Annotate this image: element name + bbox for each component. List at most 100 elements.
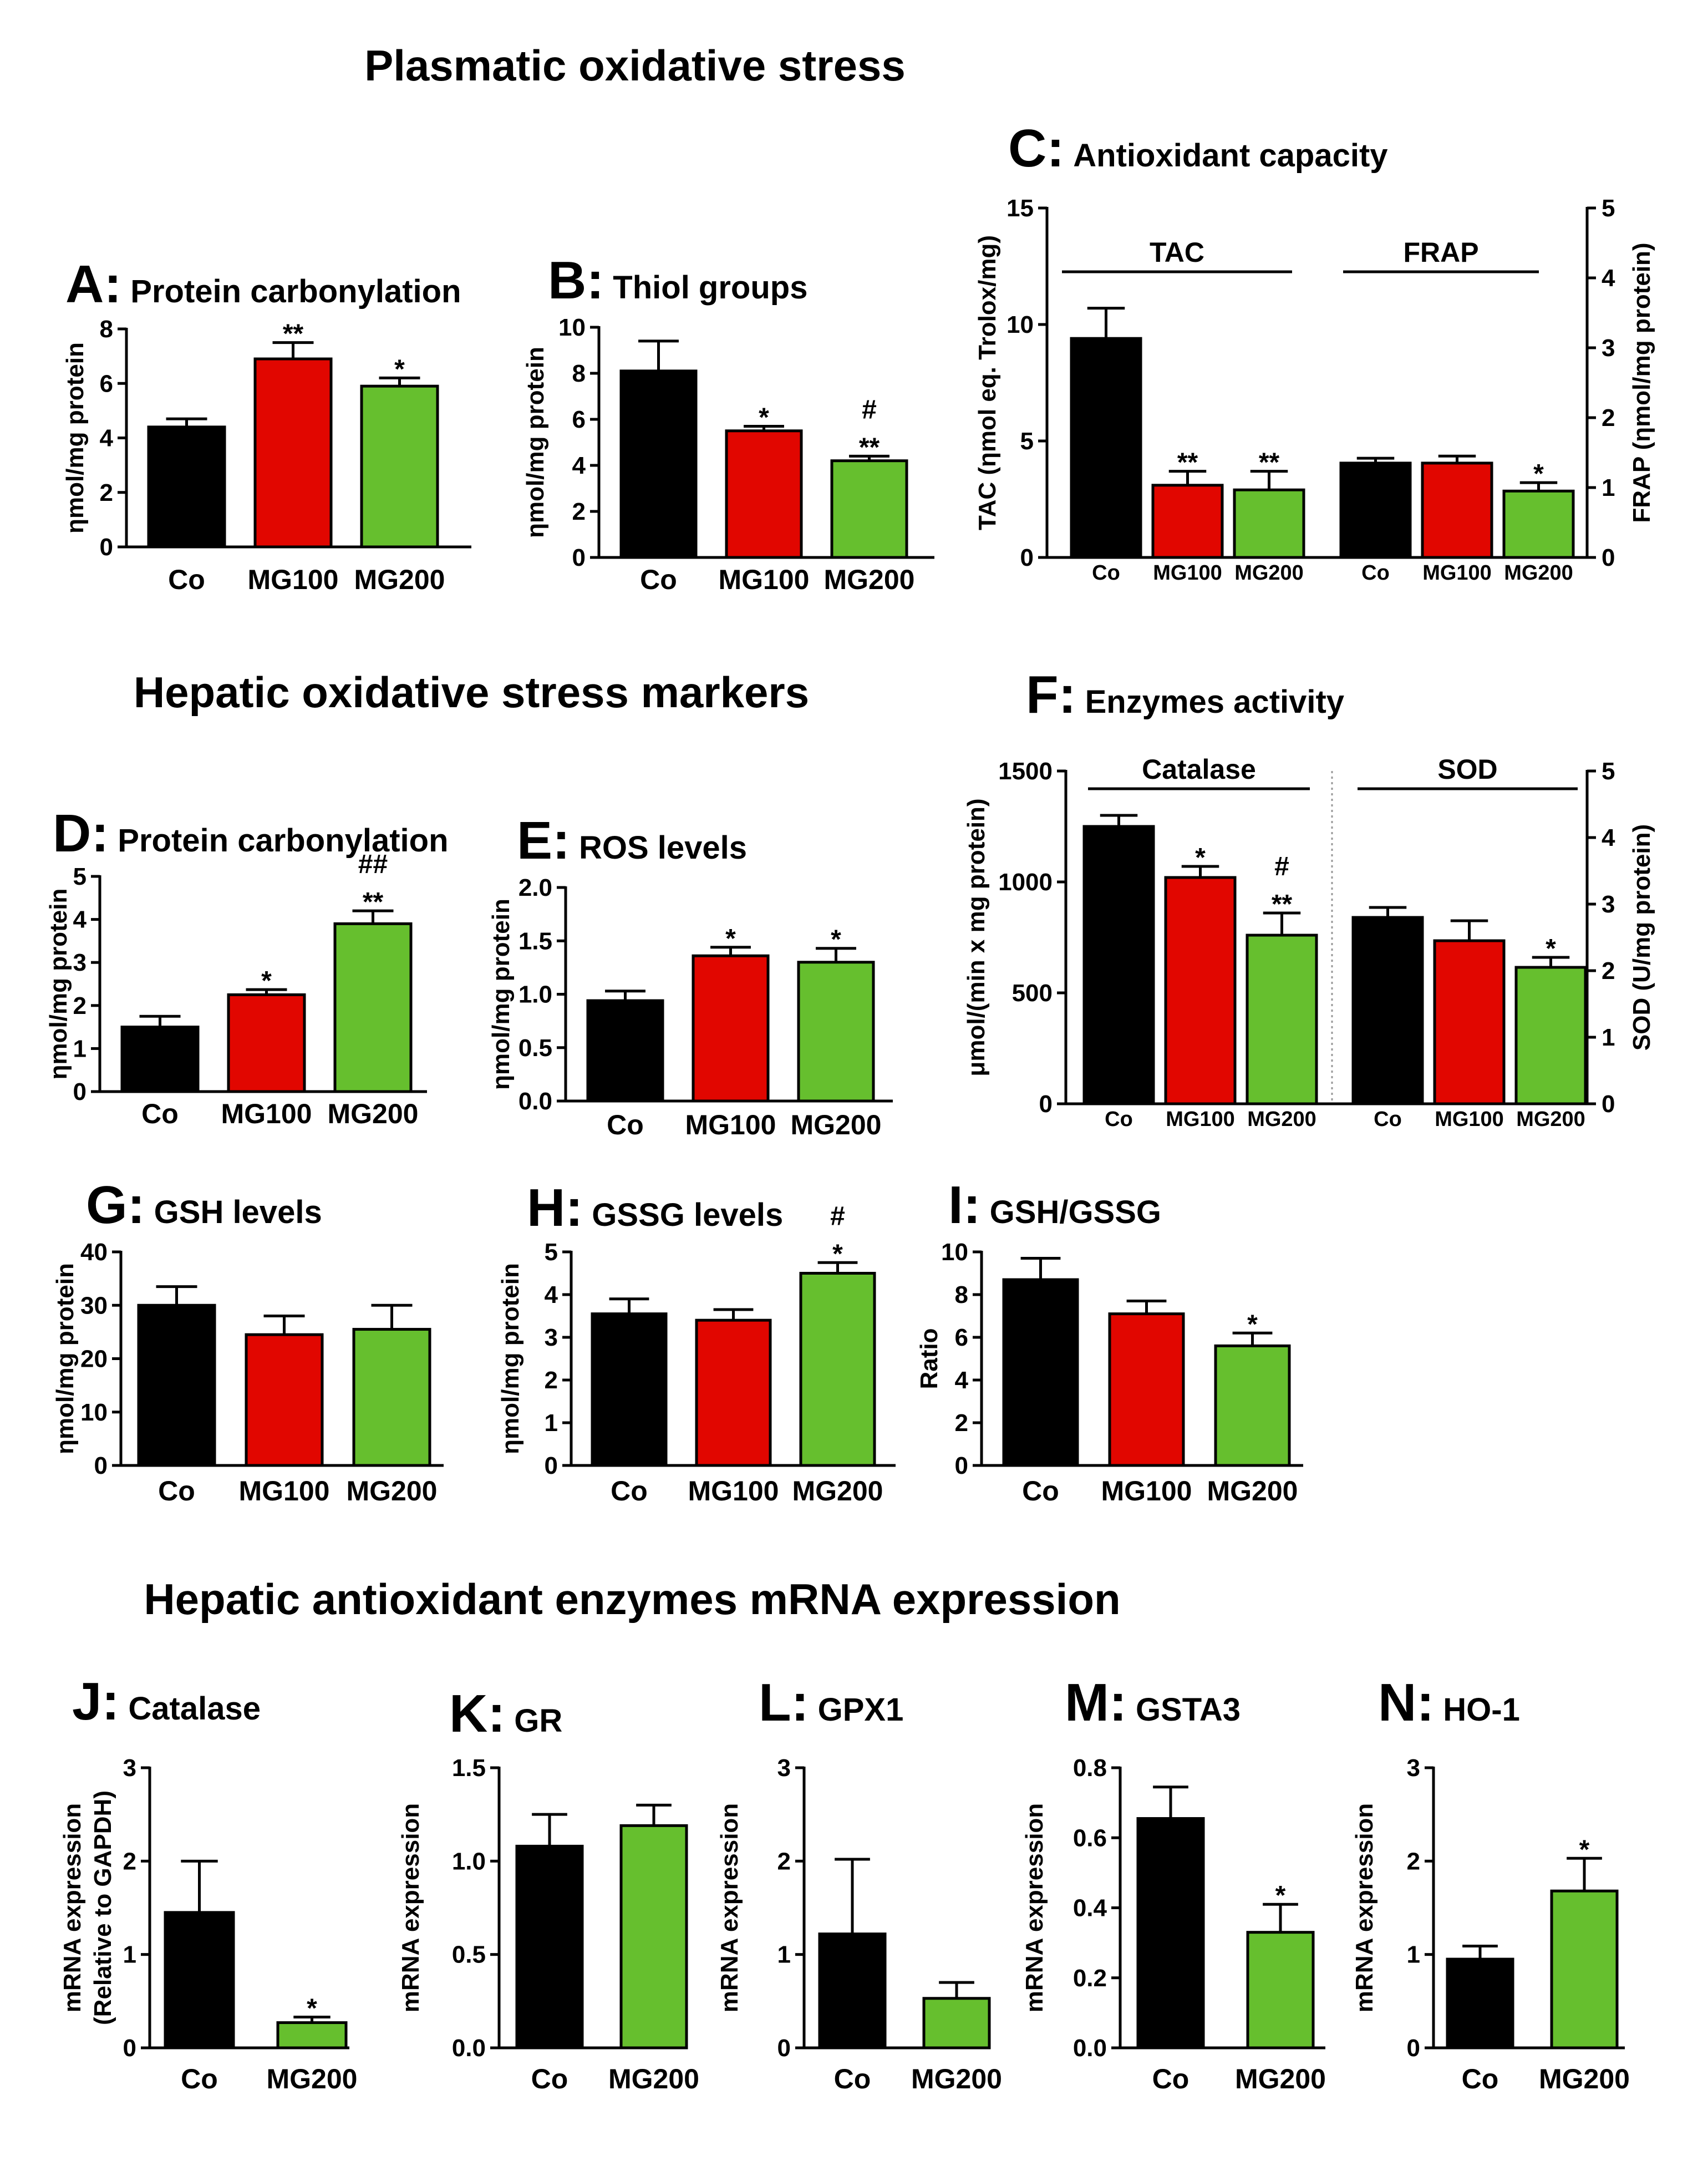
y-tick-label: 4 [955, 1367, 969, 1394]
section-title-plasma: Plasmatic oxidative stress [364, 41, 906, 90]
bar [360, 384, 439, 549]
y-tick-label: 0 [1020, 544, 1034, 571]
y-tick-label: 1.5 [452, 1754, 486, 1782]
x-tick-label: Co [1092, 561, 1120, 585]
bar [245, 1333, 324, 1467]
y-tick-label: 1 [123, 1941, 136, 1969]
bar [1502, 489, 1575, 559]
bar [799, 1272, 876, 1467]
bar [591, 1312, 668, 1467]
y-tick-label: 2 [100, 479, 113, 506]
y-axis-label: ηmol/mg protein [45, 889, 72, 1080]
y-tick-label: 0 [572, 544, 586, 571]
y-tick-label-right: 4 [1602, 824, 1615, 851]
significance-mark: * [1579, 1835, 1590, 1864]
y-tick-label: 4 [73, 906, 87, 934]
y-tick-label: 5 [73, 863, 87, 890]
y-tick-label: 3 [777, 1754, 791, 1782]
y-tick-label: 0 [777, 2035, 791, 2062]
panel-title: E: ROS levels [517, 811, 747, 870]
x-tick-label: MG200 [911, 2063, 1002, 2094]
panel-title: F: Enzymes activity [1026, 665, 1344, 724]
y-axis-label: mRNA expression [1021, 1803, 1048, 2012]
x-tick-label: MG200 [792, 1475, 883, 1506]
x-tick-label: MG100 [1422, 561, 1492, 585]
x-tick-label: MG200 [1235, 2063, 1326, 2094]
chart-panel-f: F: Enzymes activity 0 500 1000 1500 μmol/(min … [963, 665, 1655, 1131]
y-tick-label: 1.0 [518, 981, 552, 1008]
y-tick-label: 2 [73, 992, 87, 1019]
y-tick-label: 500 [1012, 980, 1053, 1007]
x-tick-label: MG200 [791, 1109, 882, 1140]
significance-mark: # [862, 395, 877, 424]
y-axis-label: Ratio [916, 1328, 943, 1389]
x-tick-label: Co [640, 564, 677, 595]
chart-panel-k: K: GR 0.0 0.5 1.0 1.5 mRNA expression Co MG200 [397, 1684, 699, 2094]
y-tick-label: 6 [955, 1324, 968, 1351]
y-tick-label: 2 [1407, 1848, 1420, 1875]
panel-title: B: Thiol groups [548, 251, 807, 310]
significance-mark: # [830, 1201, 845, 1231]
chart-panel-l: L: GPX1 0 1 2 3 mRNA expression Co MG200 [716, 1673, 1002, 2094]
x-tick-label: MG200 [347, 1475, 438, 1506]
bar [695, 1318, 772, 1467]
y-tick-label: 1 [777, 1941, 791, 1969]
y-tick-label: 10 [941, 1239, 968, 1266]
bar [1246, 934, 1318, 1105]
y-tick-label: 0 [100, 534, 113, 561]
y-tick-label: 10 [1006, 311, 1034, 338]
y-tick-label: 0.0 [452, 2035, 486, 2062]
chart-panel-j: J: Catalase 0 1 2 3 mRNA expression (Relative t… [59, 1672, 357, 2094]
y-tick-label-right: 3 [1602, 334, 1615, 362]
x-tick-label: Co [168, 564, 205, 595]
y-tick-label: 1500 [998, 758, 1053, 785]
y-tick-label: 2 [572, 498, 586, 525]
bar [147, 425, 226, 549]
y-tick-label: 0 [955, 1452, 968, 1479]
significance-mark: * [831, 925, 841, 955]
x-tick-label: Co [607, 1109, 644, 1140]
y-tick-label: 6 [100, 370, 113, 397]
x-tick-label: Co [611, 1475, 648, 1506]
x-tick-label: MG200 [354, 564, 445, 595]
y-tick-label: 0 [123, 2035, 136, 2062]
y-tick-label-right: 2 [1602, 404, 1615, 432]
panel-title: N: HO-1 [1378, 1673, 1520, 1732]
x-tick-label: Co [181, 2063, 218, 2094]
y-tick-label: 1.0 [452, 1848, 486, 1875]
panel-title: D: Protein carbonylation [53, 804, 449, 863]
bar [1421, 461, 1493, 559]
y-tick-label: 5 [1020, 428, 1034, 455]
y-tick-label: 40 [80, 1239, 108, 1266]
panel-title: M: GSTA3 [1065, 1673, 1241, 1732]
bar [1082, 825, 1155, 1105]
x-tick-label: MG100 [1435, 1108, 1504, 1131]
bar [1233, 488, 1305, 559]
significance-mark: ## [358, 850, 388, 879]
y-tick-label-right: 1 [1602, 474, 1615, 501]
y-tick-label: 0.4 [1073, 1895, 1107, 1922]
x-tick-label: Co [1152, 2063, 1190, 2094]
y-axis-label: ηmol/mg protein [62, 342, 89, 534]
y-tick-label: 2 [777, 1848, 791, 1875]
x-tick-label: MG100 [239, 1475, 330, 1506]
y-tick-label: 8 [955, 1281, 968, 1308]
panel-title: G: GSH levels [86, 1175, 322, 1235]
bar [619, 369, 698, 559]
section-title-hepatic: Hepatic oxidative stress markers [134, 668, 809, 717]
x-tick-label: MG100 [685, 1109, 776, 1140]
bar [797, 961, 875, 1103]
panel-title: A: Protein carbonylation [65, 255, 461, 314]
y-axis-label: FRAP (ηmol/mg protein) [1628, 242, 1655, 523]
bar [120, 1026, 200, 1093]
x-tick-label: Co [1105, 1108, 1133, 1131]
significance-mark: * [394, 354, 405, 384]
y-axis-label: mRNA expression [397, 1803, 424, 2012]
x-tick-label: Co [1462, 2063, 1499, 2094]
y-tick-label: 2 [955, 1409, 968, 1437]
y-tick-label-right: 3 [1602, 891, 1615, 918]
x-tick-label: Co [158, 1475, 195, 1506]
